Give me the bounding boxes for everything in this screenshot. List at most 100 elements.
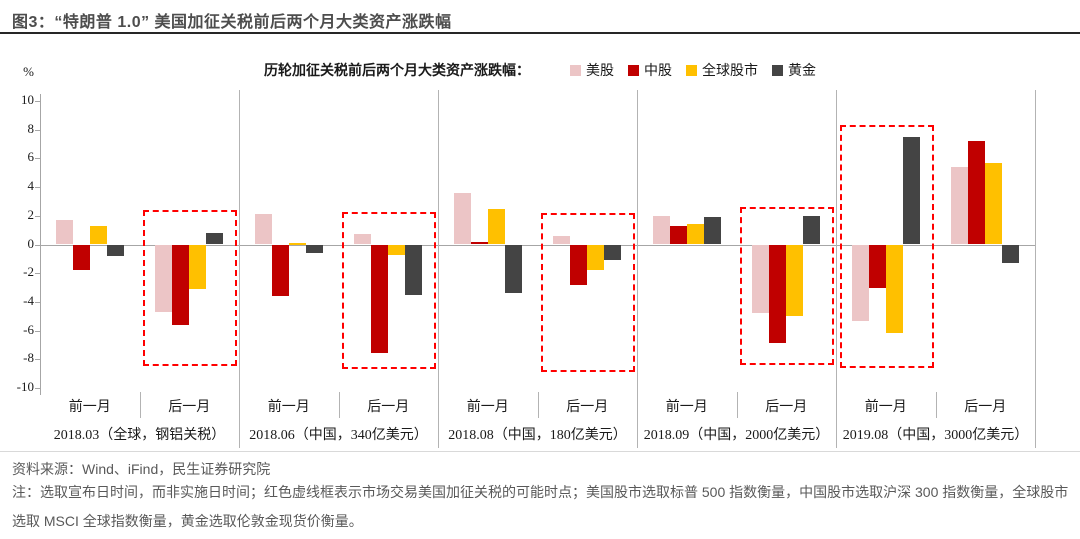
legend-item-label: 中股 — [644, 64, 672, 79]
legend-swatch-icon — [570, 64, 581, 76]
bar-美股 — [155, 244, 172, 312]
bar-中股 — [172, 244, 189, 325]
bar-美股 — [752, 244, 769, 314]
bar-美股 — [354, 234, 371, 245]
bar-美股 — [653, 215, 670, 245]
source-line: 资料来源：Wind、iFind，民生证券研究院 — [12, 461, 271, 477]
bar-美股 — [951, 167, 968, 245]
bar-黄金 — [505, 244, 522, 294]
bar-全球股市 — [289, 243, 306, 245]
y-tick — [35, 330, 40, 332]
subgroup-separator — [339, 392, 340, 418]
legend-item-label: 黄金 — [788, 64, 816, 79]
highlight-box — [143, 210, 237, 367]
bar-中股 — [272, 244, 289, 297]
bar-中股 — [869, 244, 886, 288]
bar-全球股市 — [90, 225, 107, 245]
bar-美股 — [255, 214, 272, 245]
highlight-box — [342, 211, 436, 369]
bar-黄金 — [206, 233, 223, 245]
group-separator — [637, 90, 638, 448]
bar-中股 — [570, 244, 587, 285]
footer-divider — [0, 451, 1080, 452]
legend-item: 美股 — [570, 60, 614, 80]
x-axis-group-label: 2018.08（中国，180亿美元） — [448, 428, 627, 443]
y-tick-label: -10 — [16, 378, 34, 394]
y-tick — [35, 273, 40, 275]
legend-item: 黄金 — [772, 60, 816, 80]
figure-title: 图3：“特朗普 1.0” 美国加征关税前后两个月大类资产涨跌幅 — [12, 14, 452, 31]
y-tick-label: 0 — [27, 235, 35, 251]
x-axis-subgroup-label: 前一月 — [68, 400, 111, 415]
y-axis-line — [40, 94, 41, 395]
bar-黄金 — [405, 244, 422, 295]
y-tick-label: 2 — [27, 206, 35, 222]
y-tick-label: 6 — [27, 149, 35, 165]
subgroup-separator — [936, 392, 937, 418]
bar-全球股市 — [786, 244, 803, 317]
x-axis-group-label: 2019.08（中国，3000亿美元） — [842, 428, 1029, 443]
bar-美股 — [454, 192, 471, 245]
y-tick — [35, 187, 40, 189]
y-tick — [35, 215, 40, 217]
x-axis-subgroup-label: 后一月 — [168, 400, 211, 415]
bar-黄金 — [903, 136, 920, 245]
legend-item-label: 全球股市 — [702, 64, 758, 79]
legend-swatch-icon — [772, 64, 783, 76]
bar-全球股市 — [488, 208, 505, 245]
subgroup-separator — [538, 392, 539, 418]
group-separator — [836, 90, 837, 448]
x-axis-subgroup-label: 后一月 — [566, 400, 609, 415]
bar-黄金 — [306, 244, 323, 254]
y-tick-label: 10 — [21, 92, 34, 108]
y-tick-label: -2 — [23, 264, 34, 280]
bar-全球股市 — [985, 162, 1002, 245]
legend-swatch-icon — [628, 64, 639, 76]
group-separator — [1035, 90, 1036, 448]
x-axis-group-label: 2018.09（中国，2000亿美元） — [643, 428, 830, 443]
subgroup-separator — [737, 392, 738, 418]
x-axis-subgroup-label: 前一月 — [267, 400, 310, 415]
highlight-box — [740, 207, 834, 365]
bar-黄金 — [604, 244, 621, 261]
y-tick — [35, 301, 40, 303]
x-axis-subgroup-label: 后一月 — [367, 400, 410, 415]
x-axis-subgroup-label: 前一月 — [665, 400, 708, 415]
bar-全球股市 — [189, 244, 206, 289]
legend-title: 历轮加征关税前后两个月大类资产涨跌幅： — [264, 62, 530, 78]
y-tick — [35, 244, 40, 246]
legend-item-label: 美股 — [586, 64, 614, 79]
highlight-box — [840, 125, 934, 368]
bar-美股 — [553, 235, 570, 245]
bar-中股 — [371, 244, 388, 354]
y-tick — [35, 387, 40, 389]
bar-黄金 — [107, 244, 124, 256]
bar-中股 — [968, 141, 985, 245]
note-line: 注：选取宣布日时间，而非实施日时间；红色虚线框表示市场交易美国加征关税的可能时点… — [12, 484, 1069, 529]
bar-中股 — [73, 244, 90, 271]
y-tick-label: -8 — [23, 350, 34, 366]
highlight-box — [541, 212, 635, 372]
y-tick — [35, 359, 40, 361]
title-underline — [0, 32, 1080, 34]
bar-全球股市 — [886, 244, 903, 334]
bar-美股 — [56, 220, 73, 245]
x-axis-group-label: 2018.03（全球，钢铝关税） — [53, 428, 226, 443]
x-axis-group-label: 2018.06（中国，340亿美元） — [249, 428, 428, 443]
bar-中股 — [769, 244, 786, 344]
x-axis-subgroup-label: 后一月 — [964, 400, 1007, 415]
x-axis-subgroup-label: 前一月 — [466, 400, 509, 415]
subgroup-separator — [140, 392, 141, 418]
y-tick-label: -6 — [23, 321, 34, 337]
group-separator — [239, 90, 240, 448]
bar-全球股市 — [587, 244, 604, 271]
y-tick — [35, 101, 40, 103]
bar-美股 — [852, 244, 869, 321]
legend-swatch-icon — [686, 64, 697, 76]
bar-中股 — [471, 241, 488, 245]
legend-item: 全球股市 — [686, 60, 758, 80]
x-axis-subgroup-label: 后一月 — [765, 400, 808, 415]
legend: 历轮加征关税前后两个月大类资产涨跌幅： 美股 中股 全球股市 黄金 — [0, 60, 1080, 80]
y-tick-label: -4 — [23, 292, 34, 308]
